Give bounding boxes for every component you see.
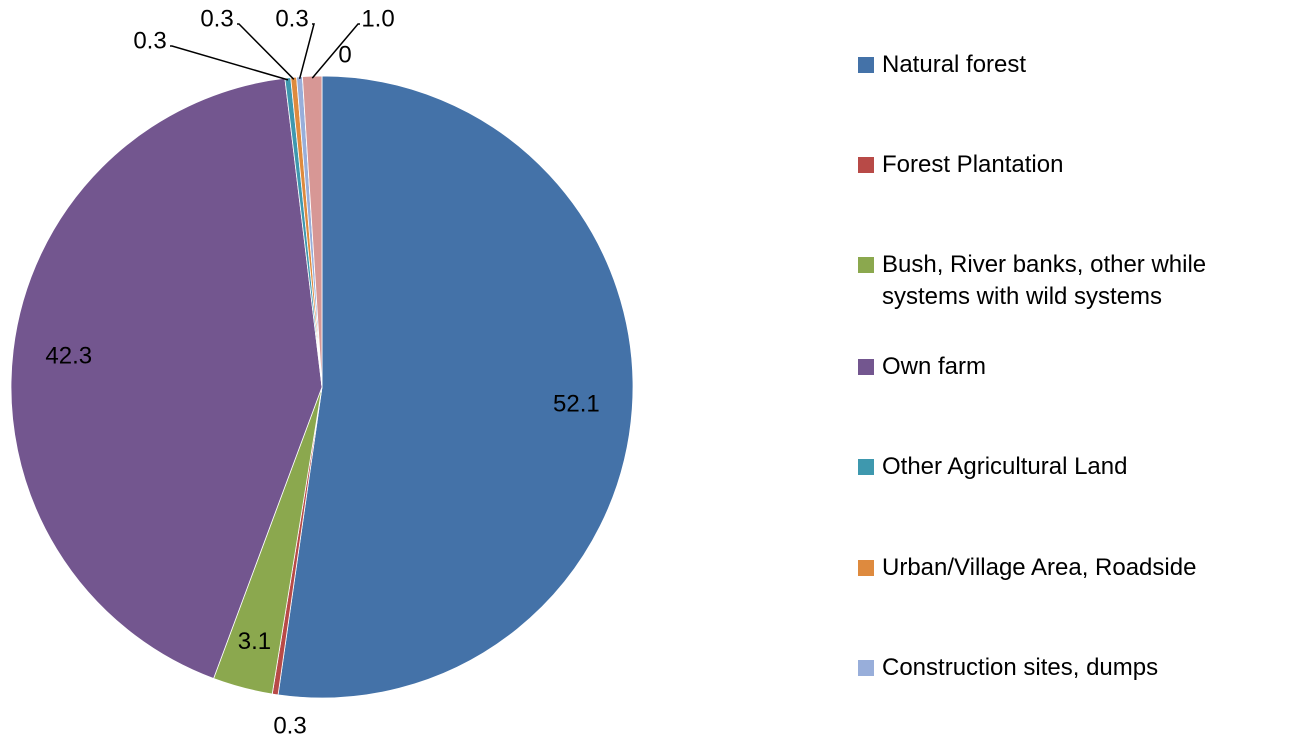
legend-swatch <box>858 560 874 576</box>
legend-label: Forest Plantation <box>882 151 1064 178</box>
legend-label: Natural forest <box>882 51 1027 78</box>
legend-label: Urban/Village Area, Roadside <box>882 554 1197 581</box>
legend-swatch <box>858 359 874 375</box>
data-label: 0.3 <box>200 5 233 32</box>
legend-item: Urban/Village Area, Roadside <box>858 552 1268 584</box>
data-label: 3.1 <box>238 628 271 655</box>
legend-label: Construction sites, dumps <box>882 654 1159 681</box>
legend-item: Forest Plantation <box>858 149 1268 181</box>
leader-line <box>311 23 360 79</box>
legend-swatch <box>858 257 874 273</box>
data-label: 0 <box>338 41 351 68</box>
legend-label: Own farm <box>882 353 987 380</box>
data-label: 0.3 <box>133 27 166 54</box>
legend-swatch <box>858 660 874 676</box>
data-label: 0.3 <box>273 712 306 739</box>
pie-slice <box>10 77 323 680</box>
legend-label: Other Agricultural Land <box>882 453 1128 480</box>
legend-swatch <box>858 57 874 73</box>
legend-item: Construction sites, dumps <box>858 652 1268 684</box>
legend-swatch <box>858 157 874 173</box>
pie-slice <box>301 75 323 388</box>
legend-item: Bush, River banks, other while systems w… <box>858 249 1268 313</box>
leader-line <box>237 23 295 80</box>
leader-line <box>170 45 289 81</box>
data-label: 52.1 <box>553 390 600 417</box>
legend-swatch <box>858 459 874 475</box>
pie-area: 52.1 0.3 3.1 42.3 0.3 0.3 0.3 0 1.0 <box>10 5 634 739</box>
legend-item: Natural forest <box>858 49 1268 81</box>
leader-line <box>298 23 315 80</box>
data-label: 0.3 <box>275 5 308 32</box>
legend-item: Own farm <box>858 351 1268 383</box>
legend-item: Other Agricultural Land <box>858 451 1268 483</box>
data-label: 42.3 <box>45 342 92 369</box>
pie-slice <box>277 75 634 699</box>
legend-label: Bush, River banks, other while systems w… <box>882 251 1207 310</box>
data-label: 1.0 <box>361 5 394 32</box>
